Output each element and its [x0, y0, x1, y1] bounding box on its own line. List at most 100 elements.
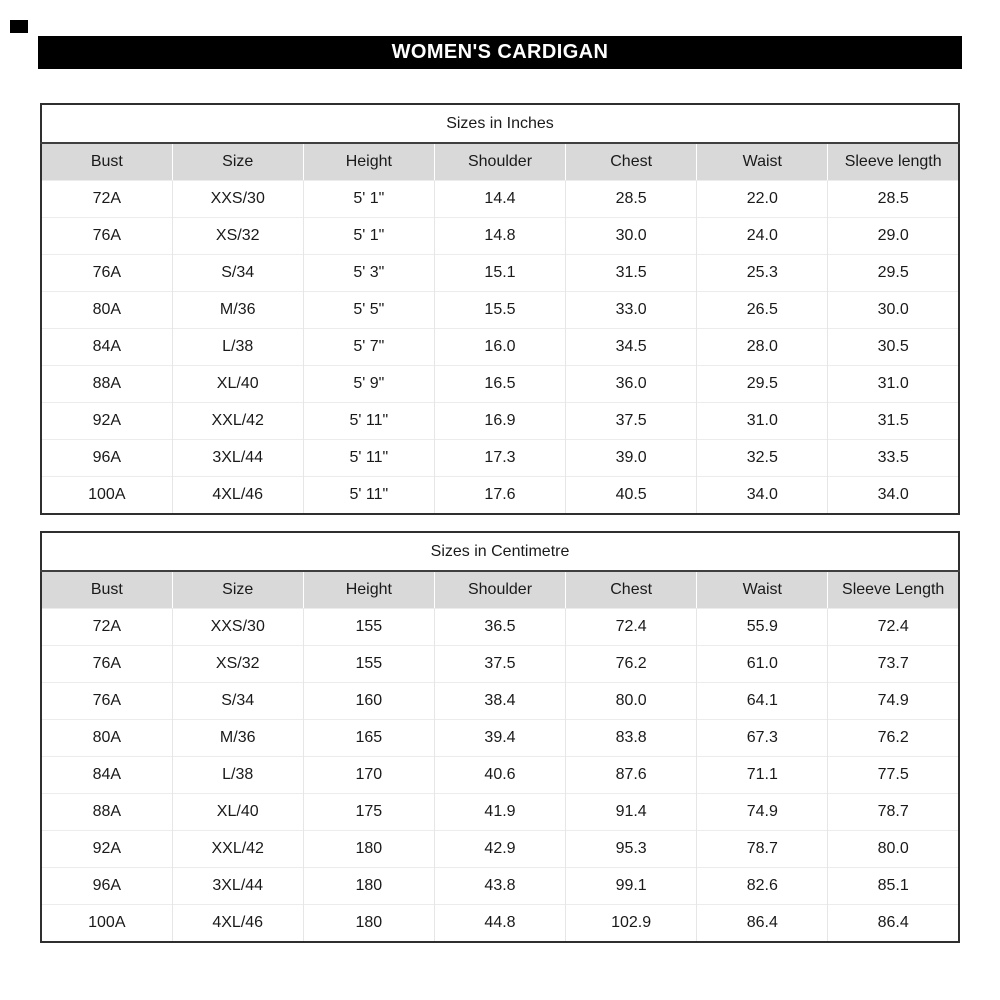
table-cell: 31.0 — [827, 365, 959, 403]
table-cell: 5' 9" — [302, 365, 435, 403]
table-cell: 16.9 — [433, 402, 566, 440]
table-cell: 95.3 — [565, 830, 697, 868]
table-cell: 3XL/44 — [171, 867, 304, 905]
table-row: 96A 3XL/44 5' 11" 17.3 39.0 32.5 33.5 — [41, 439, 959, 477]
table-cell: 180 — [302, 867, 435, 905]
table-cell: XXL/42 — [171, 830, 304, 868]
table-cell: 29.5 — [827, 254, 959, 292]
table-cell: 29.0 — [827, 217, 959, 255]
centimetre-table: Sizes in Centimetre Bust Size Height Should… — [40, 531, 960, 943]
table-cell: 30.0 — [565, 217, 697, 255]
table-row: 72A XXS/30 5' 1" 14.4 28.5 22.0 28.5 — [41, 180, 959, 218]
column-header: Chest — [565, 571, 697, 609]
table-row: 84A L/38 5' 7" 16.0 34.5 28.0 30.5 — [41, 328, 959, 366]
table-cell: 33.5 — [827, 439, 959, 477]
table-cell: 28.5 — [827, 180, 959, 218]
table-cell: 80.0 — [827, 830, 959, 868]
table-cell: 29.5 — [696, 365, 828, 403]
inches-table: Sizes in Inches Bust Size Height Shoulder Ch… — [40, 103, 960, 515]
table-cell: 55.9 — [696, 608, 828, 646]
table-cell: 17.6 — [433, 476, 566, 514]
column-header: Bust — [41, 143, 173, 181]
table-cell: 96A — [41, 439, 173, 477]
table-row: 76A XS/32 155 37.5 76.2 61.0 73.7 — [41, 645, 959, 683]
table-cell: L/38 — [171, 756, 304, 794]
table-cell: S/34 — [171, 682, 304, 720]
table-cell: 16.5 — [433, 365, 566, 403]
table-cell: 85.1 — [827, 867, 959, 905]
table-cell: 76.2 — [565, 645, 697, 683]
table-cell: 5' 11" — [302, 439, 435, 477]
table-title-row: Sizes in Centimetre — [41, 532, 959, 572]
column-header: Sleeve Length — [827, 571, 959, 609]
table-cell: 4XL/46 — [171, 476, 304, 514]
table-cell: L/38 — [171, 328, 304, 366]
table-cell: 14.4 — [433, 180, 566, 218]
table-cell: 80A — [41, 291, 173, 329]
table-cell: 64.1 — [696, 682, 828, 720]
table-cell: 72.4 — [827, 608, 959, 646]
table-row: 80A M/36 165 39.4 83.8 67.3 76.2 — [41, 719, 959, 757]
table-cell: 30.5 — [827, 328, 959, 366]
table-cell: 76A — [41, 217, 173, 255]
table-cell: 5' 5" — [302, 291, 435, 329]
table-cell: XXS/30 — [171, 180, 304, 218]
table-cell: 88A — [41, 365, 173, 403]
table-row: 80A M/36 5' 5" 15.5 33.0 26.5 30.0 — [41, 291, 959, 329]
table-cell: 82.6 — [696, 867, 828, 905]
table-cell: 17.3 — [433, 439, 566, 477]
table-header-row: Bust Size Height Shoulder Chest Waist Sleeve L… — [41, 571, 959, 609]
table-cell: 74.9 — [827, 682, 959, 720]
table-cell: 180 — [302, 830, 435, 868]
table-cell: 16.0 — [433, 328, 566, 366]
table-cell: 5' 1" — [302, 180, 435, 218]
table-cell: XL/40 — [171, 793, 304, 831]
table-cell: 42.9 — [433, 830, 566, 868]
table-cell: 91.4 — [565, 793, 697, 831]
table-cell: 31.0 — [696, 402, 828, 440]
table-cell: 72A — [92, 618, 122, 635]
table-cell: 24.0 — [696, 217, 828, 255]
column-header: Size — [171, 143, 304, 181]
table-cell: 74.9 — [696, 793, 828, 831]
table-cell: 28.5 — [565, 180, 697, 218]
table-cell: 84A — [41, 328, 173, 366]
table-cell: 22.0 — [696, 180, 828, 218]
table-cell: 26.5 — [696, 291, 828, 329]
table-cell: 25.3 — [696, 254, 828, 292]
table-cell: 37.5 — [565, 402, 697, 440]
table-cell: 15.5 — [433, 291, 566, 329]
table-cell: 80A — [41, 719, 173, 757]
table-cell: 76A — [41, 682, 173, 720]
table-cell: 40.5 — [565, 476, 697, 514]
table-cell: 88A — [41, 793, 173, 831]
table-cell: 33.0 — [565, 291, 697, 329]
table-row: 76A S/34 160 38.4 80.0 64.1 74.9 — [41, 682, 959, 720]
table-row: 100A 4XL/46 5' 11" 17.6 40.5 34.0 34.0 — [41, 476, 959, 514]
table-cell: 43.8 — [433, 867, 566, 905]
table-cell: 67.3 — [696, 719, 828, 757]
table-row: 84A L/38 170 40.6 87.6 71.1 77.5 — [41, 756, 959, 794]
table-cell: 170 — [302, 756, 435, 794]
table-cell: XXS/30 — [171, 608, 304, 646]
table-cell: XS/32 — [171, 645, 304, 683]
table-title: Sizes in Centimetre — [41, 532, 959, 572]
table-cell: M/36 — [171, 291, 304, 329]
table-cell: 86.4 — [827, 904, 959, 942]
table-row: 72A XXS/30 155 36.5 72.4 55.9 72.4 — [41, 608, 959, 646]
table-cell: 5' 11" — [302, 476, 435, 514]
corner-mark — [10, 20, 28, 33]
table-cell: 4XL/46 — [171, 904, 304, 942]
table-cell: 39.4 — [433, 719, 566, 757]
table-cell: 83.8 — [565, 719, 697, 757]
table-cell: 5' 7" — [302, 328, 435, 366]
table-cell: 77.5 — [827, 756, 959, 794]
table-cell: 100A — [41, 904, 173, 942]
column-header: Chest — [565, 143, 697, 181]
table-cell: 37.5 — [433, 645, 566, 683]
table-cell: 32.5 — [696, 439, 828, 477]
table-row: 96A 3XL/44 180 43.8 99.1 82.6 85.1 — [41, 867, 959, 905]
table-cell: 28.0 — [696, 328, 828, 366]
sizes-in-inches-table: Sizes in Inches Bust Size Height Shoulder Ch… — [40, 103, 960, 515]
table-body: 72A XXS/30 5' 1" 14.4 28.5 22.0 28.5 76A XS/32 5'… — [41, 180, 959, 514]
